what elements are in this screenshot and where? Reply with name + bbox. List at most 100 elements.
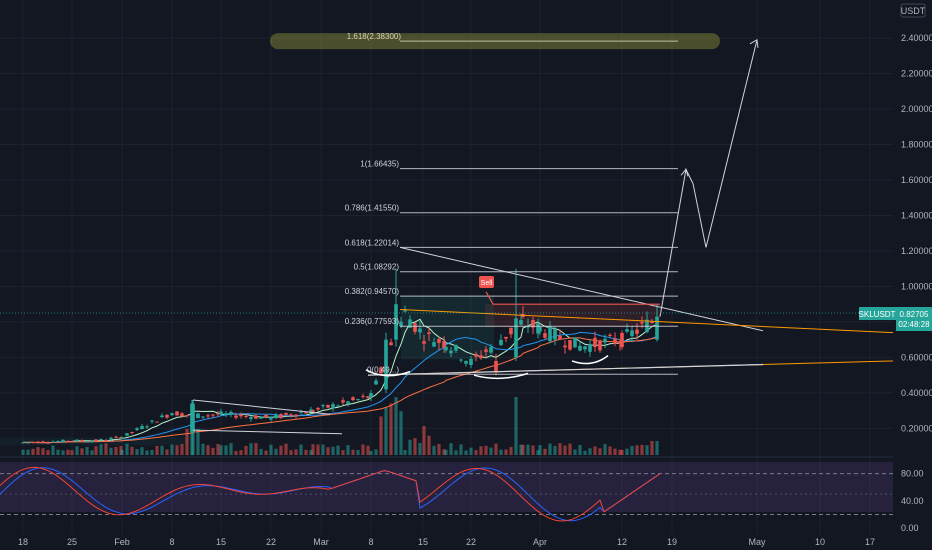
last-price-value: 0.82705 bbox=[900, 310, 929, 319]
candle-body bbox=[229, 412, 233, 415]
candle-body bbox=[211, 414, 215, 416]
volume-bar bbox=[403, 450, 407, 455]
time-tick: Feb bbox=[114, 537, 130, 547]
candle-body bbox=[583, 346, 587, 350]
price-axis[interactable]: 2.40000 2.20000 2.00000 1.80000 1.60000 1.400… bbox=[893, 0, 932, 550]
volume-bar bbox=[66, 449, 70, 455]
volume-bar bbox=[284, 443, 288, 455]
candle-body bbox=[588, 344, 592, 352]
volume-bar bbox=[459, 444, 463, 455]
volume-bar bbox=[140, 447, 144, 455]
volume-bar bbox=[494, 443, 498, 455]
volume-bar bbox=[504, 449, 508, 455]
volume-bar bbox=[155, 445, 159, 455]
candle-body bbox=[379, 367, 383, 374]
candle-body bbox=[114, 436, 118, 438]
candle-body bbox=[26, 442, 30, 444]
candle-body bbox=[201, 416, 205, 418]
candle-body bbox=[326, 404, 330, 408]
volume-bar bbox=[635, 445, 639, 455]
candle-body bbox=[568, 340, 572, 350]
volume-bar bbox=[369, 450, 373, 455]
volume-bar bbox=[336, 445, 340, 455]
candle-body bbox=[279, 414, 283, 418]
candle-body bbox=[56, 441, 60, 443]
sell-badge bbox=[479, 276, 494, 288]
volume-bar bbox=[449, 443, 453, 455]
candle-body bbox=[403, 310, 407, 312]
cup-arc-1 bbox=[365, 369, 411, 377]
volume-bar bbox=[625, 448, 629, 455]
candle-body bbox=[224, 413, 228, 415]
volume-bar bbox=[289, 450, 293, 455]
candle-body bbox=[384, 339, 388, 390]
candle-body bbox=[309, 409, 313, 414]
volume-bar bbox=[437, 444, 441, 455]
candle-body bbox=[85, 441, 89, 443]
candle-body bbox=[625, 329, 629, 332]
volume-bar bbox=[211, 447, 215, 455]
volume-bar bbox=[70, 450, 74, 455]
volume-bar bbox=[394, 397, 398, 455]
time-tick: 12 bbox=[617, 537, 627, 547]
position-fill-red bbox=[485, 304, 660, 328]
candle-body bbox=[94, 439, 98, 442]
candle-body bbox=[399, 321, 403, 327]
candle-body bbox=[165, 414, 169, 418]
volume-bar bbox=[613, 448, 617, 455]
candle-body bbox=[598, 340, 602, 351]
volume-bar bbox=[31, 448, 35, 455]
volume-bar bbox=[269, 444, 273, 455]
cup-arc-2 bbox=[473, 372, 529, 380]
volume-bar bbox=[620, 449, 624, 455]
volume-bar bbox=[514, 397, 518, 455]
symbol-tag bbox=[859, 307, 896, 320]
volume-bar bbox=[294, 449, 298, 455]
candle-body bbox=[61, 439, 65, 443]
candle-body bbox=[80, 440, 84, 442]
candle-body bbox=[249, 417, 253, 419]
volume-bar bbox=[427, 435, 431, 455]
volume-bar bbox=[603, 444, 607, 455]
volume-bar bbox=[341, 450, 345, 455]
candle-body bbox=[464, 361, 468, 364]
volume-bar bbox=[346, 445, 350, 455]
price-tick: 2.40000 bbox=[901, 33, 932, 43]
candle-body bbox=[374, 380, 378, 385]
fib-label: 0.786(1.41550) bbox=[345, 204, 400, 213]
volume-bar bbox=[321, 444, 325, 455]
volume-bar bbox=[80, 448, 84, 455]
fib-levels: 1.618(2.38300) 1(1.66435) 0.786(1.41550) 0.… bbox=[270, 32, 720, 375]
volume-bar bbox=[254, 443, 258, 455]
candle-body bbox=[553, 328, 557, 340]
volume-bar bbox=[150, 450, 154, 455]
support-line bbox=[367, 363, 764, 376]
candle-body bbox=[180, 413, 184, 417]
candle-body bbox=[219, 411, 223, 415]
time-axis[interactable]: 18 25 Feb 8 15 22 Mar 8 15 22 Apr 12 19 May 10 17 bbox=[0, 535, 932, 550]
drawings: Sell bbox=[0, 39, 894, 435]
volume-bar bbox=[299, 444, 303, 455]
price-tick: 1.20000 bbox=[901, 246, 932, 256]
volume-bar bbox=[442, 449, 446, 455]
volume-bar bbox=[408, 439, 412, 455]
candle-body bbox=[514, 318, 518, 358]
price-tick: 0.60000 bbox=[901, 352, 932, 362]
time-tick: 22 bbox=[266, 537, 276, 547]
candle-body bbox=[90, 441, 94, 443]
highlight-marker bbox=[270, 33, 720, 50]
volume-bar bbox=[75, 446, 79, 455]
candle-body bbox=[389, 342, 393, 346]
time-tick: Mar bbox=[313, 537, 329, 547]
volume-bar bbox=[538, 445, 542, 455]
volume-bar bbox=[135, 449, 139, 455]
volume-bar bbox=[109, 447, 113, 455]
price-tick: 2.00000 bbox=[901, 104, 932, 114]
volume-bar bbox=[413, 438, 417, 455]
volume-bar bbox=[36, 447, 40, 455]
volume-bar bbox=[279, 445, 283, 455]
candle-body bbox=[418, 328, 422, 333]
volume-bar bbox=[655, 441, 659, 455]
resistance-trendline bbox=[399, 246, 764, 332]
